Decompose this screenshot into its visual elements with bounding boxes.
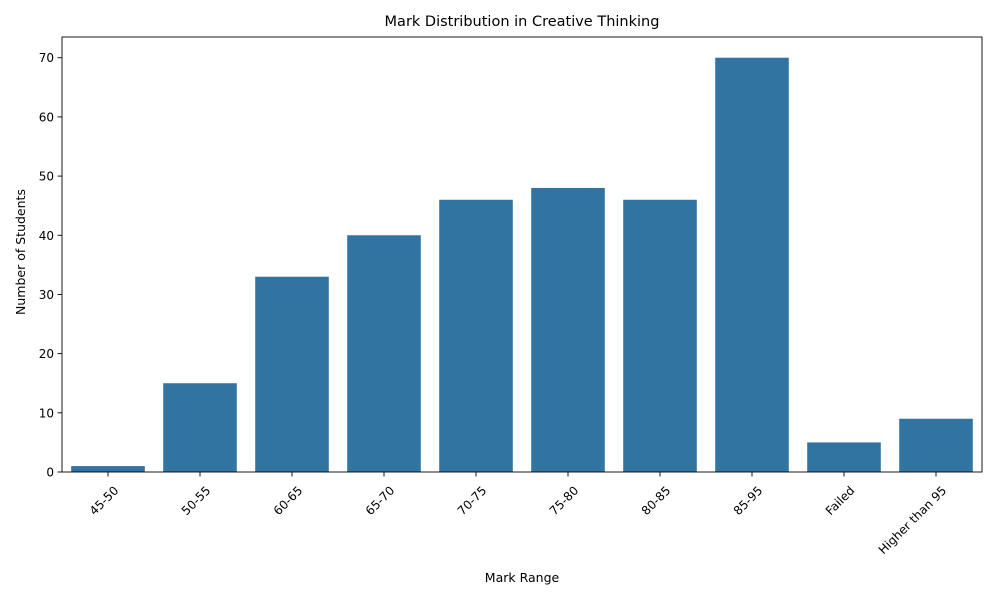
x-axis-ticks: 45-50 50-55 60-65 65-70 70-75 75-80 80-85 85-95…: [87, 472, 950, 557]
y-axis-label: Number of Students: [13, 189, 28, 315]
bar-45-50: [71, 466, 145, 472]
y-tick-label: 10: [39, 406, 54, 420]
y-tick-label: 50: [39, 170, 54, 184]
y-tick-label: 40: [39, 229, 54, 243]
x-tick-label: 65-70: [363, 483, 398, 518]
bar-65-70: [347, 235, 421, 472]
x-tick-label: 70-75: [455, 483, 490, 518]
x-tick-label: 60-65: [271, 483, 306, 518]
x-tick-label: 75-80: [547, 483, 582, 518]
bar-higher-than-95: [899, 418, 973, 472]
x-axis-label: Mark Range: [485, 570, 560, 585]
x-tick-label: 45-50: [87, 483, 122, 518]
bar-50-55: [163, 383, 237, 472]
x-tick-label: 85-95: [731, 483, 766, 518]
bars: [71, 57, 973, 472]
x-tick-label: 50-55: [179, 483, 214, 518]
y-tick-label: 20: [39, 347, 54, 361]
bar-75-80: [531, 187, 605, 472]
x-tick-label: Failed: [823, 483, 858, 518]
y-axis-ticks: 0 10 20 30 40 50 60 70: [39, 51, 62, 480]
plot-frame: [61, 36, 983, 473]
bar-70-75: [439, 199, 513, 472]
y-tick-label: 70: [39, 51, 54, 65]
y-tick-label: 60: [39, 110, 54, 124]
bar-60-65: [255, 276, 329, 472]
x-tick-label: 80-85: [639, 483, 674, 518]
bar-failed: [807, 442, 881, 472]
bar-80-85: [623, 199, 697, 472]
bar-85-95: [715, 57, 789, 472]
axes-frame: [61, 36, 983, 473]
y-tick-label: 30: [39, 288, 54, 302]
y-tick-label: 0: [46, 466, 54, 480]
x-tick-label: Higher than 95: [876, 483, 950, 557]
chart-title: Mark Distribution in Creative Thinking: [385, 14, 660, 30]
